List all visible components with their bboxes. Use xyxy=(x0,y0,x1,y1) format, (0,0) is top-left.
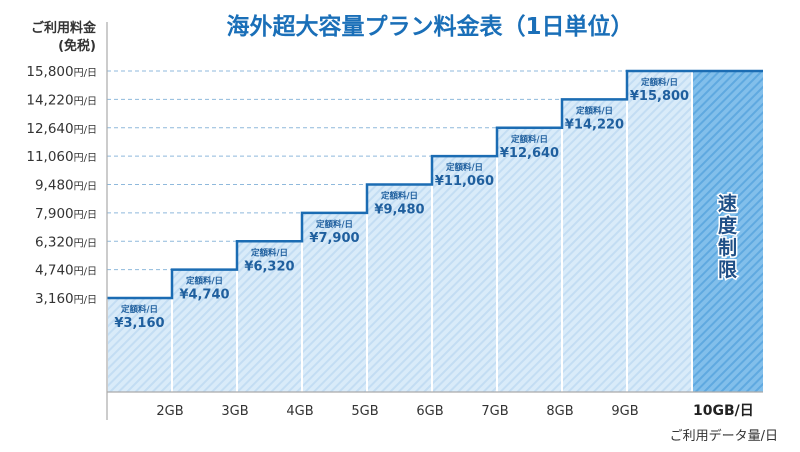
bar-value-label: ¥11,060 xyxy=(435,174,494,189)
bar-caption: 定額料/日 xyxy=(510,134,548,145)
bar-caption: 定額料/日 xyxy=(380,191,418,202)
y-tick-value: 15,800 xyxy=(26,64,73,80)
bar xyxy=(563,99,626,392)
x-tick-label: 8GB xyxy=(546,404,573,419)
bar-value-label: ¥14,220 xyxy=(565,117,624,132)
y-tick-label: 4,740円/日 xyxy=(35,263,97,279)
speed-limit-label-char: 速 xyxy=(718,192,737,215)
bar xyxy=(303,212,366,392)
y-tick-label: 9,480円/日 xyxy=(35,178,97,194)
y-tick-unit: 円/日 xyxy=(74,68,97,79)
bar-value-label: ¥3,160 xyxy=(114,316,164,331)
bar xyxy=(368,184,431,392)
bar-caption: 定額料/日 xyxy=(250,247,288,258)
bar-value-label: ¥6,320 xyxy=(244,259,294,274)
x-tick-label: 9GB xyxy=(611,404,638,419)
x-tick-label: 7GB xyxy=(481,404,508,419)
y-tick-unit: 円/日 xyxy=(74,267,97,278)
x-tick-label: 6GB xyxy=(416,404,443,419)
y-tick-label: 15,800円/日 xyxy=(26,64,97,80)
bars: 定額料/日¥3,160定額料/日¥4,740定額料/日¥6,320定額料/日¥7… xyxy=(107,69,763,392)
bar xyxy=(628,71,691,392)
x-tick-label: 3GB xyxy=(221,404,248,419)
gridlines xyxy=(107,70,627,271)
speed-limit-bar xyxy=(693,71,763,392)
y-tick-value: 12,640 xyxy=(26,121,73,137)
x-axis-label: ご利用データ量/日 xyxy=(670,428,778,444)
bar xyxy=(433,156,496,392)
y-tick-label: 11,060円/日 xyxy=(26,149,97,165)
y-tick-value: 6,320 xyxy=(35,234,74,250)
x-tick-label: 10GB/日 xyxy=(693,403,754,419)
y-tick-unit: 円/日 xyxy=(74,210,97,221)
bar-value-label: ¥9,480 xyxy=(374,203,424,218)
y-ticks: 3,160円/日4,740円/日6,320円/日7,900円/日9,480円/日… xyxy=(26,64,97,307)
y-tick-value: 11,060 xyxy=(26,149,73,165)
x-tick-label: 5GB xyxy=(351,404,378,419)
y-axis-label-sub: (免税) xyxy=(58,38,96,54)
speed-limit-label-char: 度 xyxy=(718,214,738,237)
bar xyxy=(238,241,301,392)
y-tick-value: 7,900 xyxy=(35,206,74,222)
y-tick-label: 6,320円/日 xyxy=(35,234,97,250)
speed-limit-label-char: 限 xyxy=(718,259,737,281)
bar-caption: 定額料/日 xyxy=(575,105,613,116)
bar-value-label: ¥4,740 xyxy=(179,288,229,303)
x-ticks: 2GB 3GB 4GB 5GB 6GB 7GB 8GB 9GB 10GB/日 xyxy=(156,403,753,419)
bar-value-label: ¥15,800 xyxy=(630,89,689,104)
y-tick-value: 3,160 xyxy=(35,291,74,307)
y-tick-unit: 円/日 xyxy=(74,182,97,193)
y-tick-label: 3,160円/日 xyxy=(35,291,97,307)
y-tick-label: 7,900円/日 xyxy=(35,206,97,222)
y-tick-unit: 円/日 xyxy=(74,125,97,136)
chart-title: 海外超大容量プラン料金表（1日単位） xyxy=(226,13,633,40)
speed-limit-label-char: 制 xyxy=(718,236,737,259)
y-tick-unit: 円/日 xyxy=(74,153,97,164)
y-tick-label: 14,220円/日 xyxy=(26,92,97,108)
y-tick-value: 14,220 xyxy=(26,92,73,108)
price-step-line xyxy=(107,69,763,300)
bar-caption: 定額料/日 xyxy=(315,219,353,230)
y-axis-label: ご利用料金 xyxy=(31,20,97,36)
bar-value-label: ¥12,640 xyxy=(500,146,559,161)
bar-caption: 定額料/日 xyxy=(640,77,678,88)
y-tick-unit: 円/日 xyxy=(74,96,97,107)
y-tick-unit: 円/日 xyxy=(74,238,97,249)
y-tick-unit: 円/日 xyxy=(74,295,97,306)
bar-caption: 定額料/日 xyxy=(445,162,483,173)
bar-caption: 定額料/日 xyxy=(120,304,158,315)
x-tick-label: 2GB xyxy=(156,404,183,419)
bar xyxy=(108,298,171,392)
bar-caption: 定額料/日 xyxy=(185,276,223,287)
y-tick-value: 4,740 xyxy=(35,263,74,279)
x-tick-label: 4GB xyxy=(286,404,313,419)
bar-value-label: ¥7,900 xyxy=(309,231,359,246)
bar xyxy=(498,127,561,392)
y-tick-value: 9,480 xyxy=(35,178,74,194)
y-tick-label: 12,640円/日 xyxy=(26,121,97,137)
bar xyxy=(173,269,236,392)
